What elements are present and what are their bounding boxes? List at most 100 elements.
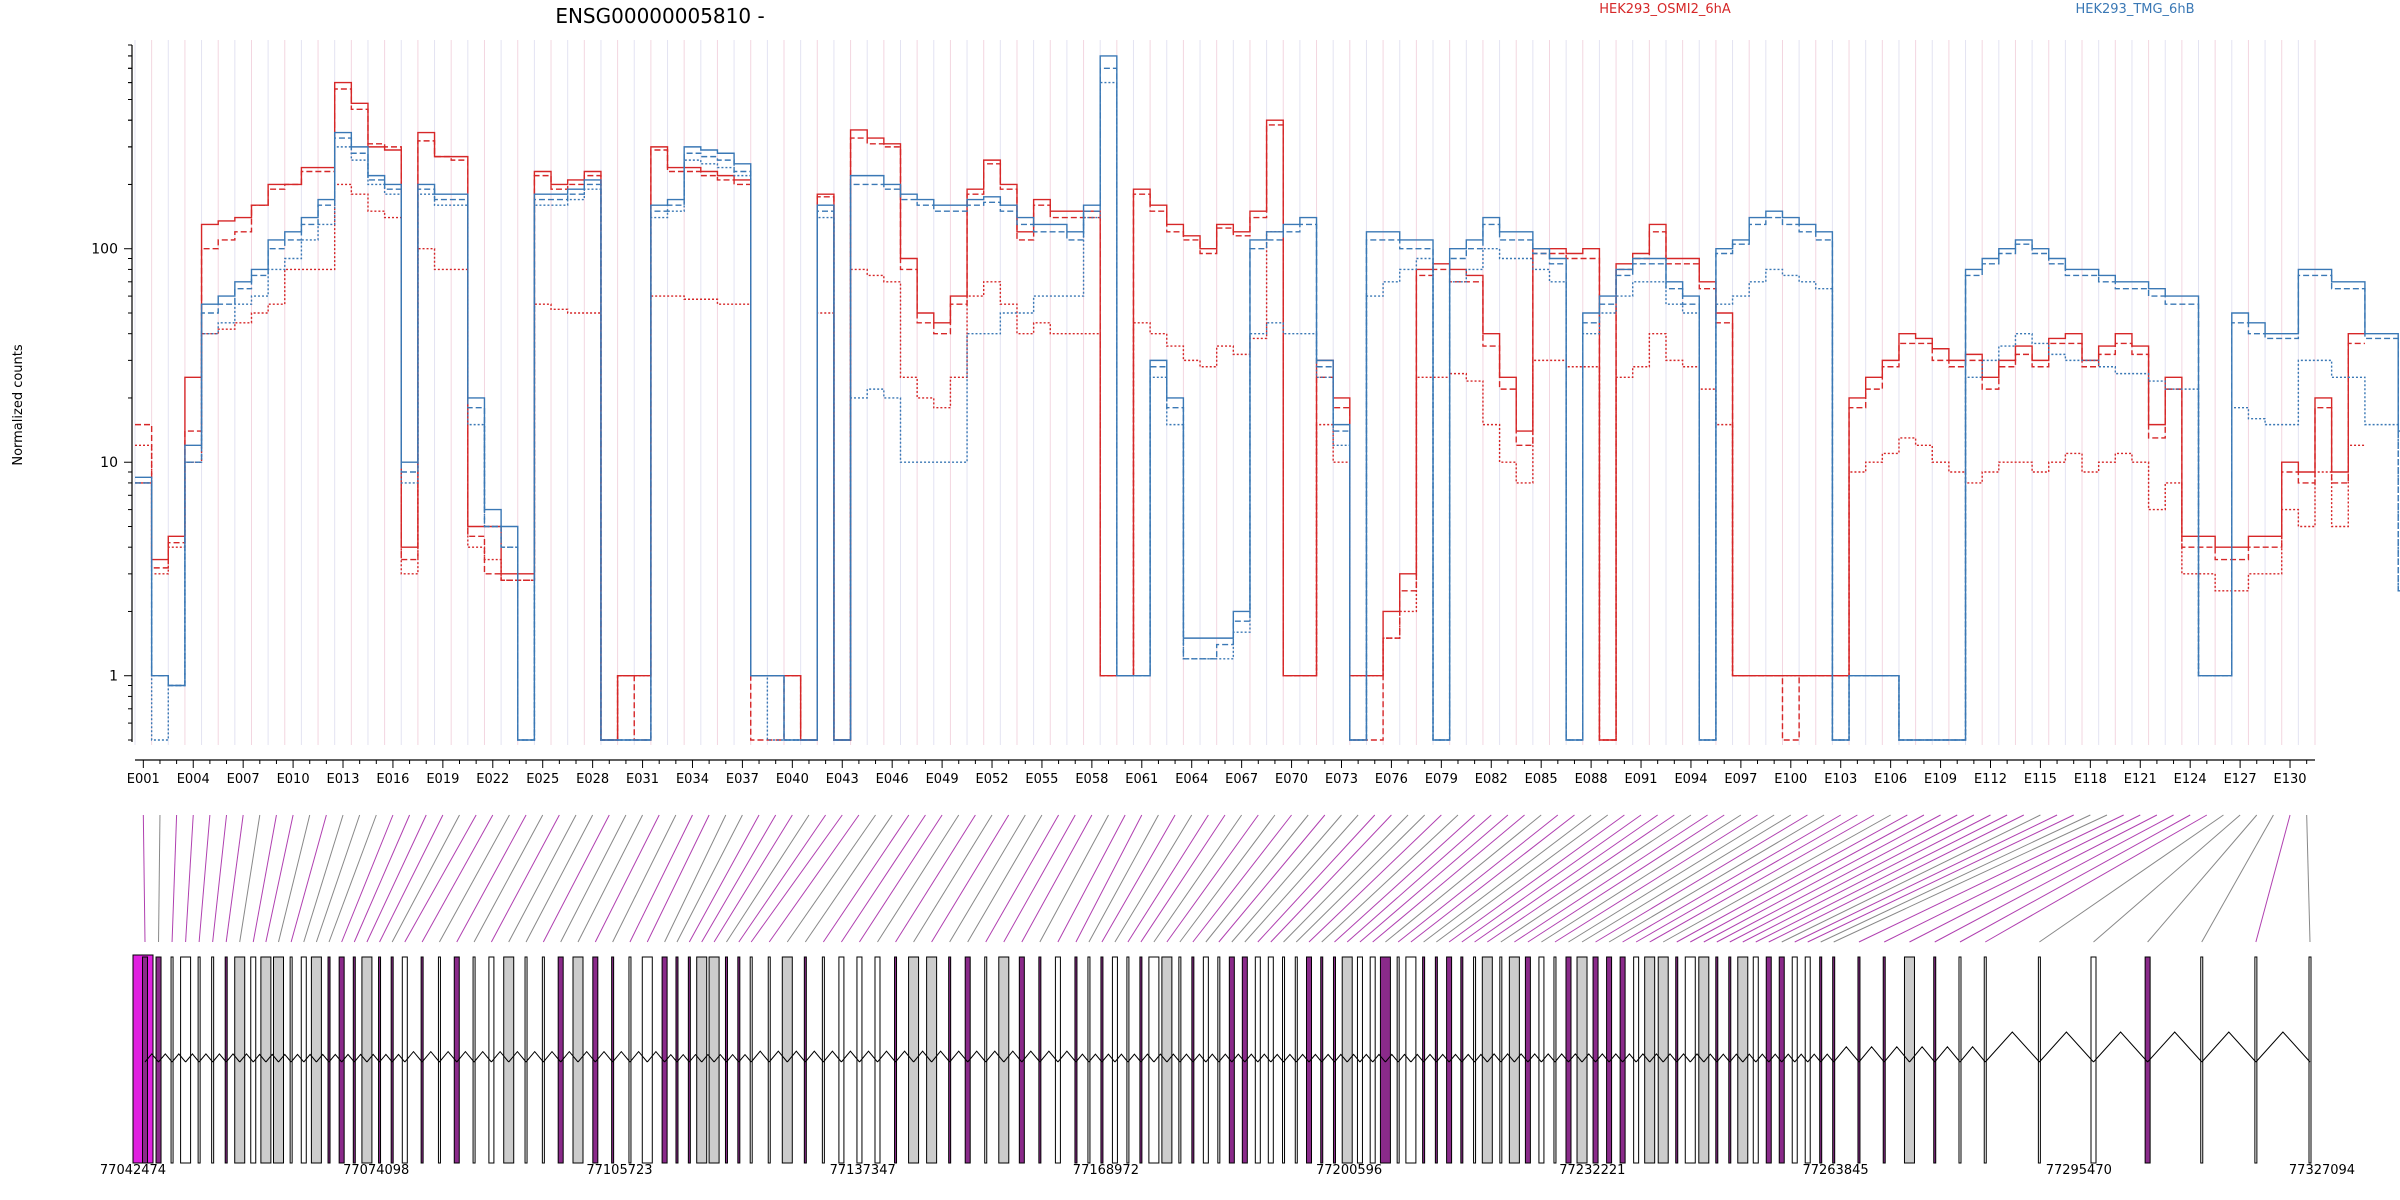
genomic-tick-label: 77042474 bbox=[100, 1163, 166, 1178]
exon-block bbox=[390, 956, 394, 1164]
exon-block bbox=[2144, 956, 2151, 1164]
exon-connector bbox=[840, 814, 926, 943]
exon-tick-label: E130 bbox=[2274, 772, 2307, 787]
exon-connector bbox=[1114, 814, 1193, 943]
exon-connector bbox=[1690, 814, 1925, 943]
exon-tick-label: E022 bbox=[476, 772, 509, 787]
exon-connector bbox=[315, 814, 361, 943]
exon-connector bbox=[225, 814, 244, 943]
exon-block bbox=[926, 956, 938, 1164]
exon-tick-label: E001 bbox=[127, 772, 160, 787]
exon-connector bbox=[1308, 814, 1442, 943]
exon-tick-label: E043 bbox=[826, 772, 859, 787]
genomic-tick-label: 77295470 bbox=[2046, 1163, 2112, 1178]
exon-block bbox=[260, 956, 272, 1164]
exon-tick-label: E070 bbox=[1275, 772, 1308, 787]
exon-tick-label: E010 bbox=[277, 772, 310, 787]
exon-connector bbox=[1321, 814, 1459, 943]
exon-block bbox=[1698, 956, 1710, 1164]
exon-connector bbox=[786, 814, 876, 943]
exon-connector bbox=[1474, 814, 1658, 943]
exon-block bbox=[401, 956, 408, 1164]
exon-connector bbox=[560, 814, 627, 943]
exon-background-stripes bbox=[134, 40, 2316, 745]
exon-tick-label: E013 bbox=[326, 772, 359, 787]
exon-block bbox=[1499, 956, 1503, 1164]
exon-connector bbox=[713, 814, 793, 943]
exon-connector bbox=[1649, 814, 1875, 943]
exon-connector bbox=[142, 814, 146, 943]
exon-tick-label: E028 bbox=[576, 772, 609, 787]
exon-connector bbox=[1883, 814, 2141, 943]
exon-connector bbox=[646, 814, 710, 943]
genomic-tick-label: 77200596 bbox=[1316, 1163, 1382, 1178]
exon-block bbox=[708, 956, 720, 1164]
exon-block bbox=[2037, 956, 2041, 1164]
exon-connector bbox=[1448, 814, 1625, 943]
exon-connector bbox=[1676, 814, 1908, 943]
exon-connector bbox=[473, 814, 544, 943]
exon-block bbox=[856, 956, 863, 1164]
exon-block bbox=[1644, 956, 1656, 1164]
exon-tick-label: E103 bbox=[1824, 772, 1857, 787]
legend-entry-tmg: HEK293_TMG_6hB bbox=[2076, 2, 2195, 17]
exon-block bbox=[1254, 956, 1261, 1164]
exon-block bbox=[838, 956, 845, 1164]
exon-block bbox=[1434, 956, 1438, 1164]
exon-block bbox=[1882, 956, 1886, 1164]
exon-connector bbox=[1205, 814, 1309, 943]
exon-connector bbox=[366, 814, 427, 943]
exon-connector bbox=[1218, 814, 1326, 943]
exon-connector bbox=[404, 814, 477, 943]
exon-block bbox=[1341, 956, 1353, 1164]
exon-block bbox=[1553, 956, 1557, 1164]
exon-connector bbox=[353, 814, 411, 943]
exon-block bbox=[1791, 956, 1798, 1164]
exon-tick-label: E040 bbox=[776, 772, 809, 787]
gene-model bbox=[132, 954, 2312, 1164]
exon-block bbox=[724, 956, 728, 1164]
exon-block bbox=[661, 956, 668, 1164]
exon-block bbox=[1592, 956, 1599, 1164]
exon-block bbox=[1958, 956, 1962, 1164]
exon-block bbox=[1765, 956, 1772, 1164]
genomic-tick-label: 77137347 bbox=[830, 1163, 896, 1178]
exon-connector bbox=[1385, 814, 1542, 943]
exon-connector bbox=[1231, 814, 1342, 943]
exon-connector bbox=[1244, 814, 1359, 943]
exon-connector bbox=[1295, 814, 1426, 943]
exon-connector bbox=[750, 814, 843, 943]
exon-connector bbox=[1514, 814, 1708, 943]
exon-connector bbox=[198, 814, 211, 943]
exon-block bbox=[675, 956, 679, 1164]
exon-connector bbox=[1003, 814, 1076, 943]
y-tick-label: 100 bbox=[91, 242, 118, 258]
exon-block bbox=[2200, 956, 2204, 1164]
exon-tick-label: E034 bbox=[676, 772, 709, 787]
exon-block bbox=[1446, 956, 1453, 1164]
exon-block bbox=[197, 956, 201, 1164]
exon-block bbox=[1576, 956, 1588, 1164]
exon-tick-label: E079 bbox=[1425, 772, 1458, 787]
exon-connector bbox=[1781, 814, 2041, 943]
exon-block bbox=[1728, 956, 1732, 1164]
exon-connector bbox=[1372, 814, 1525, 943]
exon-block bbox=[641, 956, 653, 1164]
exon-connector bbox=[1807, 814, 2074, 943]
exon-block bbox=[1161, 956, 1173, 1164]
exon-tick-label: E052 bbox=[976, 772, 1009, 787]
exon-connector bbox=[1166, 814, 1259, 943]
exon-connector bbox=[456, 814, 527, 943]
exon-connector bbox=[1934, 814, 2174, 943]
y-axis-label: Normalized counts bbox=[11, 344, 26, 466]
exon-block bbox=[696, 956, 708, 1164]
exon-connector bbox=[1487, 814, 1675, 943]
exon-tick-label: E109 bbox=[1924, 772, 1957, 787]
exon-connector bbox=[913, 814, 993, 943]
exon-connector bbox=[1985, 814, 2208, 943]
exon-connector bbox=[1436, 814, 1609, 943]
exon-block bbox=[170, 956, 174, 1164]
exon-connector bbox=[1909, 814, 2158, 943]
exon-block bbox=[1241, 956, 1248, 1164]
exon-block bbox=[557, 956, 564, 1164]
